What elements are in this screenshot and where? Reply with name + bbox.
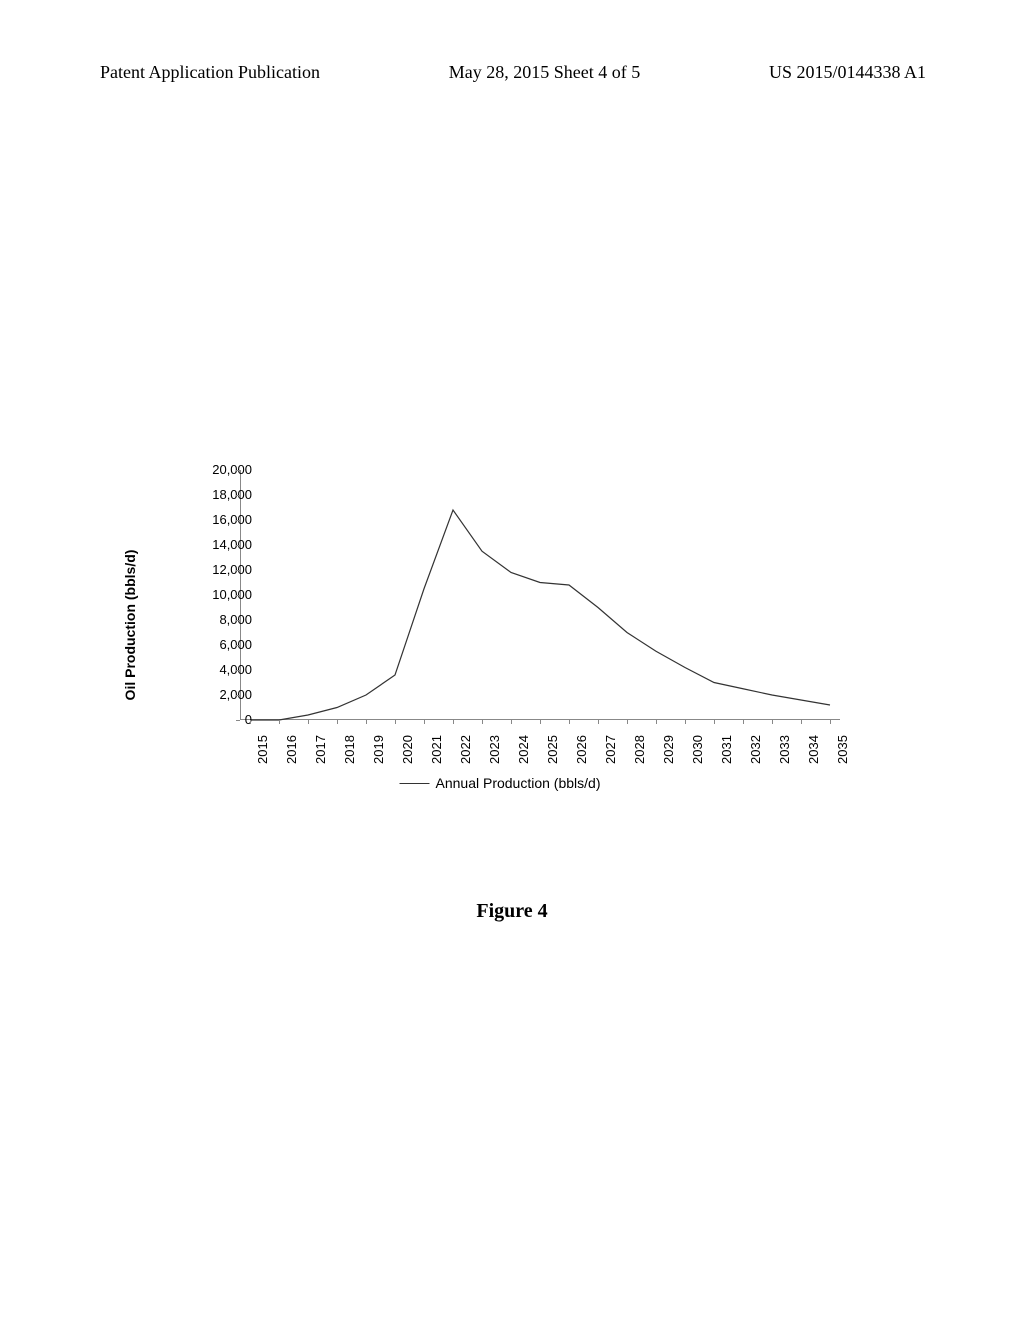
figure-caption: Figure 4 <box>476 900 547 923</box>
x-tick-label: 2030 <box>690 735 705 764</box>
header-left: Patent Application Publication <box>100 62 320 83</box>
y-tick-mark <box>236 620 240 621</box>
x-tick-label: 2015 <box>255 735 270 764</box>
x-tick-mark <box>540 720 541 724</box>
y-tick-label: 20,000 <box>192 462 252 477</box>
x-tick-label: 2024 <box>516 735 531 764</box>
x-tick-mark <box>656 720 657 724</box>
x-tick-mark <box>511 720 512 724</box>
y-tick-label: 12,000 <box>192 562 252 577</box>
y-tick-label: 18,000 <box>192 487 252 502</box>
x-tick-label: 2016 <box>284 735 299 764</box>
x-tick-label: 2017 <box>313 735 328 764</box>
y-tick-mark <box>236 595 240 596</box>
x-tick-mark <box>801 720 802 724</box>
x-tick-label: 2023 <box>487 735 502 764</box>
oil-production-chart: Oil Production (bbls/d) Annual Productio… <box>140 470 860 800</box>
production-line <box>250 510 830 720</box>
y-tick-mark <box>236 695 240 696</box>
x-tick-label: 2032 <box>748 735 763 764</box>
y-tick-label: 0 <box>192 712 252 727</box>
header-right: US 2015/0144338 A1 <box>769 62 926 83</box>
y-tick-mark <box>236 495 240 496</box>
y-axis-label: Oil Production (bbls/d) <box>122 550 138 701</box>
y-tick-mark <box>236 570 240 571</box>
x-tick-mark <box>685 720 686 724</box>
x-tick-mark <box>337 720 338 724</box>
x-tick-label: 2029 <box>661 735 676 764</box>
x-tick-label: 2035 <box>835 735 850 764</box>
x-tick-mark <box>743 720 744 724</box>
x-tick-label: 2021 <box>429 735 444 764</box>
x-tick-mark <box>830 720 831 724</box>
line-chart-svg <box>240 470 840 720</box>
y-tick-mark <box>236 470 240 471</box>
x-tick-label: 2034 <box>806 735 821 764</box>
x-tick-mark <box>714 720 715 724</box>
x-tick-label: 2031 <box>719 735 734 764</box>
x-tick-mark <box>772 720 773 724</box>
x-tick-label: 2033 <box>777 735 792 764</box>
chart-legend: Annual Production (bbls/d) <box>400 775 601 791</box>
x-tick-label: 2019 <box>371 735 386 764</box>
x-tick-mark <box>250 720 251 724</box>
x-tick-label: 2018 <box>342 735 357 764</box>
x-tick-mark <box>308 720 309 724</box>
legend-label: Annual Production (bbls/d) <box>436 775 601 791</box>
x-tick-label: 2026 <box>574 735 589 764</box>
page-header: Patent Application Publication May 28, 2… <box>0 0 1024 83</box>
y-tick-label: 6,000 <box>192 637 252 652</box>
x-tick-label: 2027 <box>603 735 618 764</box>
legend-line <box>400 783 430 784</box>
x-tick-mark <box>453 720 454 724</box>
y-tick-mark <box>236 720 240 721</box>
x-tick-mark <box>279 720 280 724</box>
y-tick-label: 14,000 <box>192 537 252 552</box>
x-tick-mark <box>598 720 599 724</box>
x-tick-mark <box>482 720 483 724</box>
y-tick-mark <box>236 645 240 646</box>
x-tick-label: 2020 <box>400 735 415 764</box>
x-tick-mark <box>627 720 628 724</box>
y-tick-label: 2,000 <box>192 687 252 702</box>
x-tick-mark <box>395 720 396 724</box>
header-center: May 28, 2015 Sheet 4 of 5 <box>449 62 640 83</box>
y-tick-label: 8,000 <box>192 612 252 627</box>
y-tick-mark <box>236 545 240 546</box>
x-tick-mark <box>366 720 367 724</box>
y-tick-label: 10,000 <box>192 587 252 602</box>
y-tick-label: 16,000 <box>192 512 252 527</box>
x-tick-mark <box>569 720 570 724</box>
x-tick-label: 2028 <box>632 735 647 764</box>
x-tick-label: 2025 <box>545 735 560 764</box>
y-tick-mark <box>236 520 240 521</box>
y-tick-label: 4,000 <box>192 662 252 677</box>
y-tick-mark <box>236 670 240 671</box>
x-tick-mark <box>424 720 425 724</box>
x-tick-label: 2022 <box>458 735 473 764</box>
